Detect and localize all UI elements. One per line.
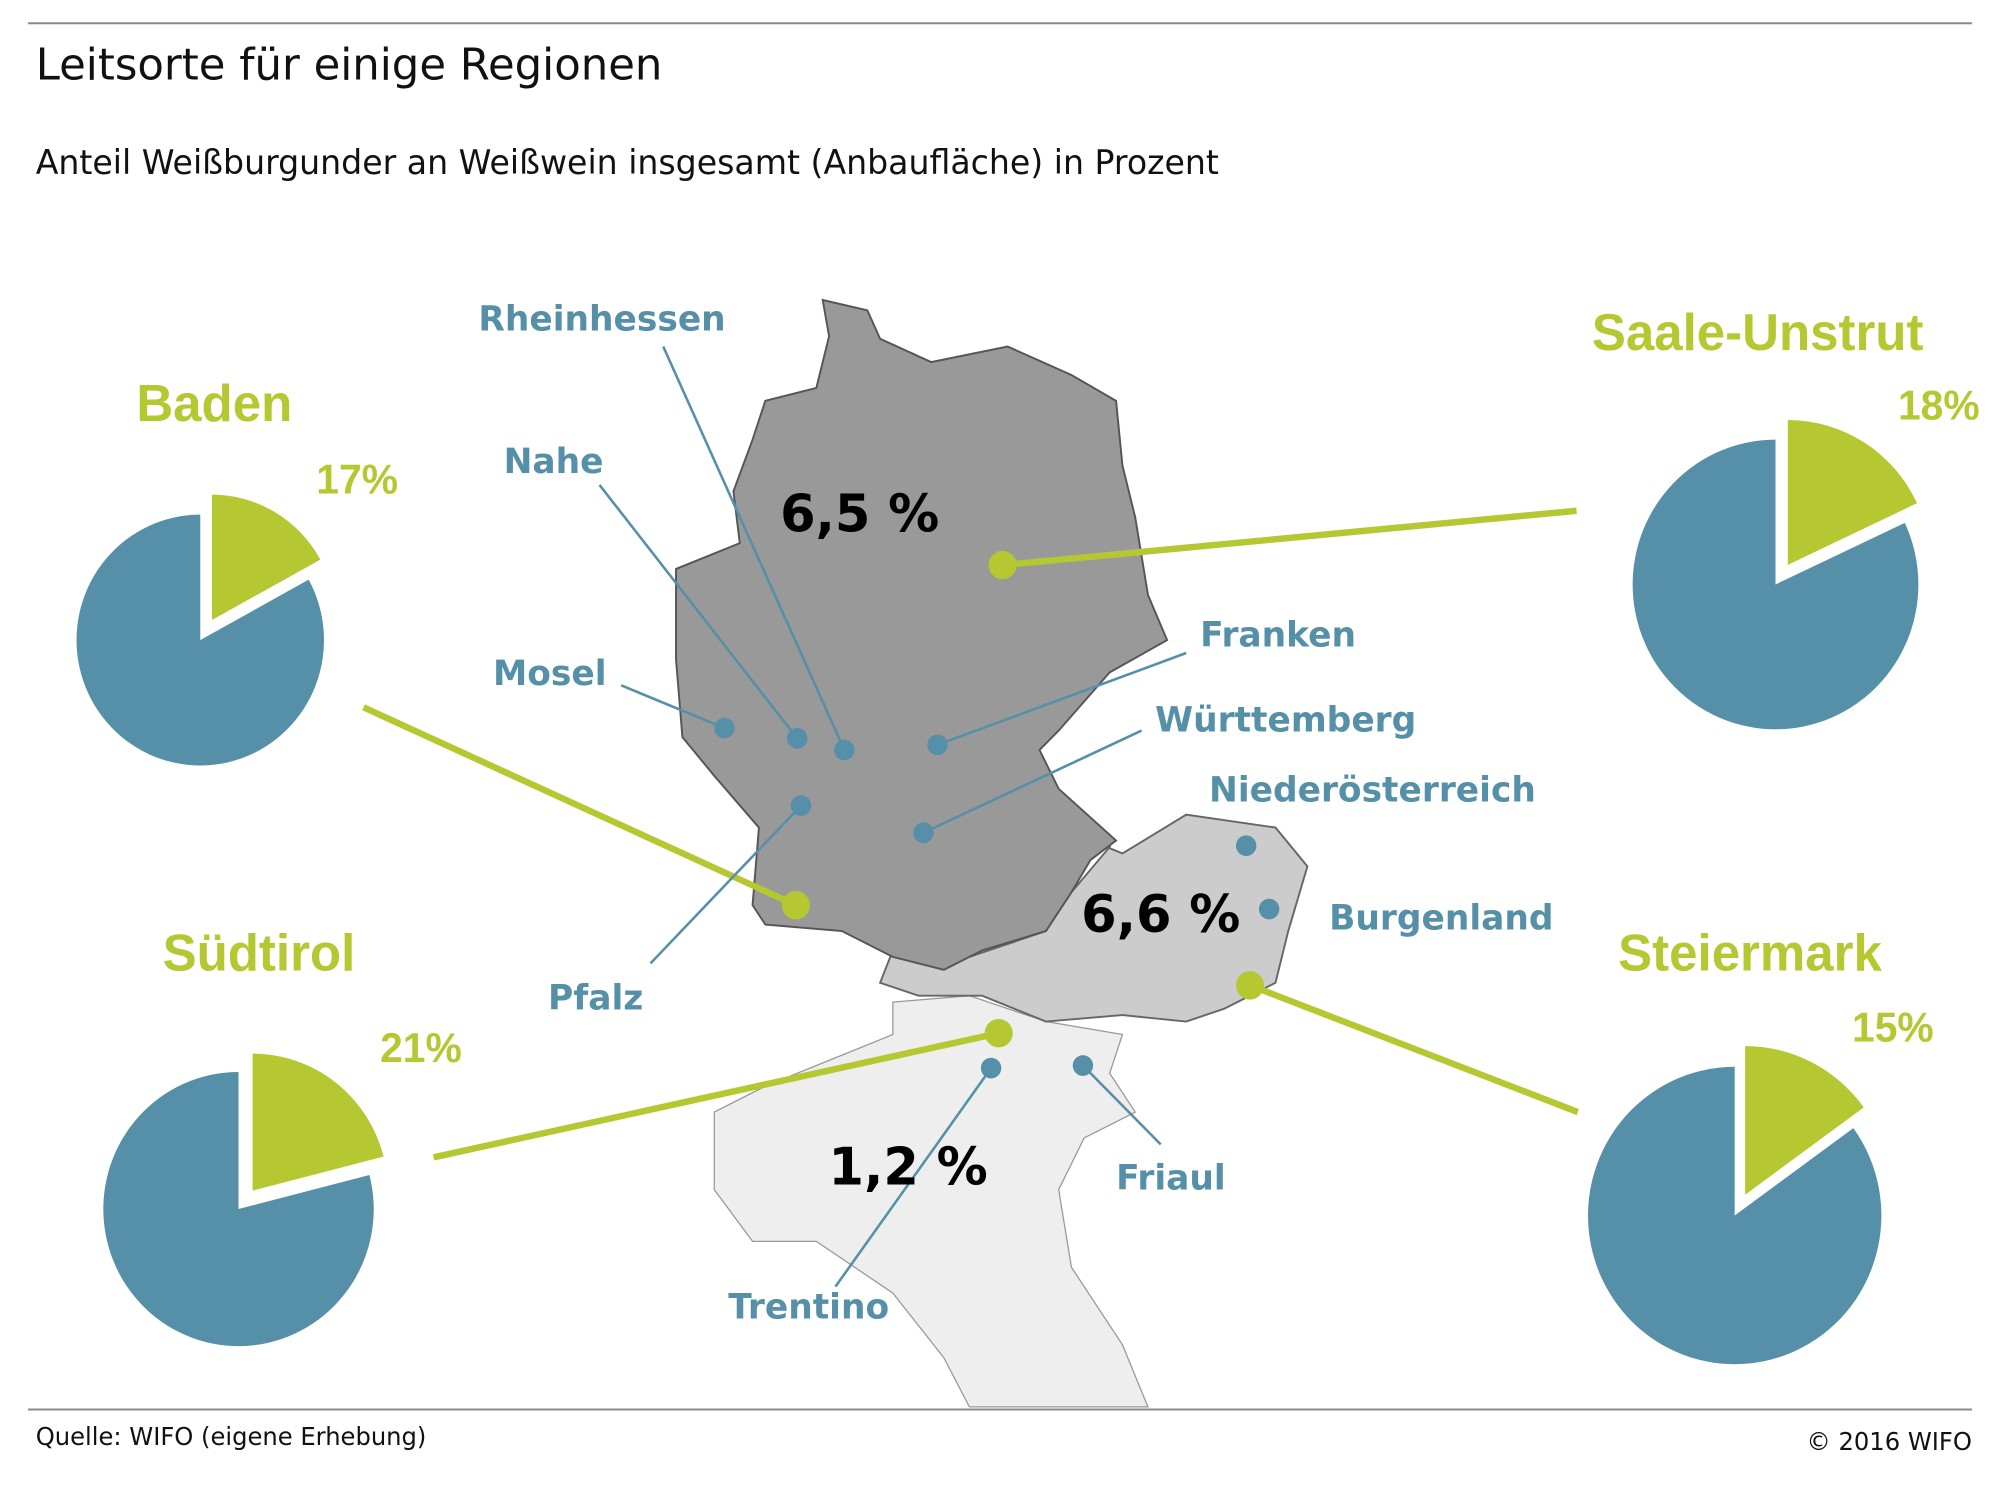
pie-share (252, 1053, 384, 1191)
leader (620, 684, 725, 730)
map (675, 298, 1309, 1408)
region-dot (984, 1018, 1013, 1048)
pie-value-label: 18% (1898, 382, 1980, 428)
region-dot (790, 795, 812, 816)
region-labels: Rheinhessen Nahe Mosel Pfalz Franken Wür… (478, 300, 1553, 1328)
pie-name: Steiermark (1618, 923, 1882, 981)
pie-value-label: 15% (1852, 1004, 1934, 1050)
region-label: Trentino (728, 1287, 889, 1327)
leader (649, 804, 802, 965)
source: Quelle: WIFO (eigene Erhebung) (36, 1422, 427, 1451)
pie-rest (103, 1071, 374, 1347)
subtitle: Anteil Weißburgunder an Weißwein insgesa… (36, 143, 1219, 182)
pie-rest (1588, 1066, 1882, 1365)
region-label: Franken (1200, 615, 1356, 655)
region-dot (781, 890, 810, 920)
region-dot (1235, 971, 1265, 1000)
connector (432, 1030, 1000, 1161)
leader (598, 484, 799, 740)
pie-share (211, 494, 321, 621)
region-label: Burgenland (1329, 898, 1553, 938)
pie-value-label: 17% (316, 456, 398, 502)
leader (922, 729, 1143, 834)
country-value: 6,6 % (1081, 885, 1240, 945)
region-label: Mosel (493, 654, 607, 694)
pies: Baden 17% Saale-Unstrut 18% Südtirol 21% Steie… (76, 303, 1980, 1365)
pie-share (1745, 1046, 1864, 1195)
region-dot (834, 739, 855, 761)
pie-share (1787, 420, 1918, 565)
region-label: Württemberg (1155, 700, 1416, 740)
region-dot (786, 728, 808, 749)
title: Leitsorte für einige Regionen (36, 39, 663, 90)
region-label: Nahe (504, 442, 604, 482)
region-label: Niederösterreich (1209, 770, 1536, 810)
italy (713, 995, 1149, 1408)
region-dot (714, 717, 735, 739)
pie-rest (1632, 439, 1919, 730)
region-dot (913, 822, 934, 844)
country-value: 6,5 % (780, 484, 939, 544)
region-dot (980, 1057, 1002, 1079)
pie-name: Saale-Unstrut (1592, 303, 1924, 361)
region-dot (1258, 898, 1280, 920)
region-label: Friaul (1116, 1158, 1226, 1198)
leader (1082, 1064, 1162, 1146)
region-dot (1072, 1055, 1094, 1076)
pie-name: Baden (136, 374, 292, 432)
pie-name: Südtirol (163, 923, 356, 981)
connector (1248, 982, 1579, 1116)
connector (1002, 507, 1577, 569)
copyright: © 2016 WIFO (1807, 1427, 1972, 1456)
leader (662, 346, 846, 751)
pie-value-label: 21% (380, 1025, 462, 1071)
connector (362, 704, 798, 909)
green-connectors (362, 507, 1579, 1161)
region-dot (988, 550, 1017, 580)
leader (834, 1067, 993, 1288)
region-leaders (598, 346, 1280, 1288)
region-label: Pfalz (548, 978, 643, 1018)
region-label: Rheinhessen (478, 300, 725, 340)
region-dot (927, 734, 948, 756)
region-dot (1235, 835, 1257, 857)
pie-rest (76, 514, 324, 766)
leader (937, 651, 1187, 747)
country-value: 1,2 % (829, 1137, 988, 1197)
